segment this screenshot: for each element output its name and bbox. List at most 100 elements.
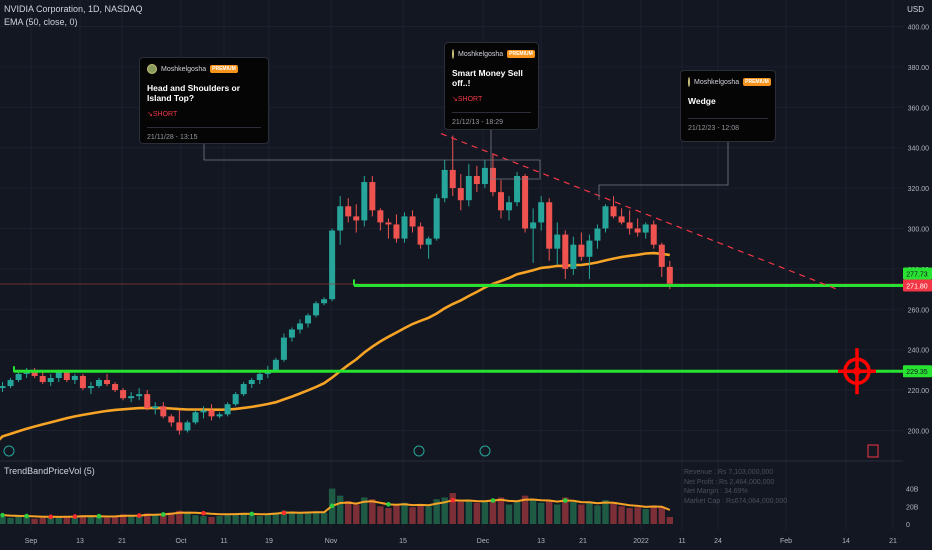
- candle-body: [296, 323, 303, 330]
- volume-bar: [449, 493, 456, 524]
- candle-body: [0, 386, 6, 389]
- volume-bar: [63, 516, 71, 524]
- volume-bar: [529, 499, 537, 524]
- volume-bar: [111, 516, 119, 524]
- candle-body: [95, 380, 102, 387]
- time-tick-label: 21: [118, 538, 126, 545]
- candle-body: [626, 222, 633, 229]
- candle-body: [39, 375, 46, 383]
- candle-body: [168, 416, 175, 423]
- premium-badge: PREMIUM: [743, 78, 771, 86]
- volume-up-marker: [249, 511, 255, 517]
- candle-body: [31, 369, 38, 376]
- volume-up-marker: [96, 513, 102, 519]
- volume-bar: [602, 500, 609, 524]
- candle-body: [385, 222, 392, 225]
- symbol-title: NVIDIA Corporation, 1D, NASDAQ: [4, 4, 143, 14]
- volume-bar: [336, 495, 344, 524]
- volume-up-marker: [386, 502, 391, 507]
- candle-body: [305, 315, 312, 324]
- idea-author: Moshkelgosha: [458, 50, 504, 58]
- candle-body: [329, 230, 336, 300]
- candle-body: [497, 192, 504, 211]
- candle-body: [337, 206, 344, 231]
- candle-body: [7, 380, 14, 387]
- target-center: [853, 367, 861, 376]
- volume-bar: [546, 500, 553, 524]
- premium-badge: PREMIUM: [210, 65, 238, 73]
- volume-bar: [320, 512, 328, 524]
- candle-body: [345, 206, 352, 217]
- candle-body: [481, 167, 488, 185]
- time-axis-bg: [0, 531, 932, 550]
- volume-bar: [55, 517, 62, 524]
- volume-bar: [176, 510, 183, 524]
- volume-bar: [288, 511, 296, 524]
- idea-card-2[interactable]: Moshkelgosha PREMIUM Smart Money Sell off…: [444, 42, 539, 130]
- volume-bar: [144, 513, 151, 524]
- idea-card-1[interactable]: Moshkelgosha PREMIUM Head and Shoulders o…: [139, 57, 269, 144]
- candle-body: [272, 359, 279, 370]
- volume-up-marker: [24, 513, 29, 519]
- idea-connector: [203, 144, 541, 178]
- candle-body: [393, 224, 400, 239]
- volume-bar: [15, 516, 22, 524]
- volume-bar: [95, 516, 103, 524]
- candle-body: [401, 216, 408, 239]
- time-tick-label: 11: [220, 538, 227, 545]
- price-tick-label: 200.00: [908, 429, 930, 436]
- volume-bar: [192, 515, 199, 524]
- candle-body: [313, 303, 320, 316]
- volume-down-marker: [136, 513, 142, 518]
- candle-body: [176, 422, 183, 431]
- candle-body: [144, 394, 151, 409]
- time-tick-label: 24: [714, 538, 722, 545]
- volume-up-marker: [329, 503, 335, 509]
- net-profit-stat: Net Profit : Rs 2,464,000,000: [684, 478, 775, 486]
- idea-card-3[interactable]: Moshkelgosha PREMIUM Wedge 21/12/23 - 12:…: [680, 70, 776, 142]
- volume-bar: [248, 515, 255, 524]
- volume-bar: [71, 516, 79, 524]
- candle-body: [530, 222, 537, 229]
- candle-body: [570, 244, 577, 269]
- candle-body: [506, 202, 513, 211]
- volume-bar: [216, 516, 223, 524]
- candle-body: [288, 329, 295, 338]
- volume-bar: [184, 513, 191, 524]
- price-tick-label: 220.00: [908, 388, 930, 395]
- candle-body: [79, 375, 86, 389]
- candle-body: [256, 373, 263, 380]
- candle-body: [112, 384, 119, 391]
- volume-bar: [554, 504, 561, 524]
- time-tick-label: Dec: [477, 538, 490, 545]
- price-tag-support-lower: 229.35: [906, 369, 928, 376]
- volume-bar: [626, 508, 633, 524]
- candle-body: [473, 175, 480, 185]
- candle-body: [47, 377, 54, 383]
- price-tick-label: 320.00: [908, 186, 930, 193]
- volume-tick-label: 20B: [906, 504, 919, 511]
- volume-bar: [409, 507, 416, 524]
- price-tag-support-upper: 271.80: [906, 283, 928, 290]
- volume-bar: [433, 499, 440, 524]
- volume-bar: [240, 513, 247, 524]
- ema-line: [0, 251, 670, 441]
- volume-bar: [160, 514, 167, 524]
- candle-body: [465, 175, 472, 201]
- candle-body: [128, 396, 135, 399]
- candle-body: [562, 234, 569, 269]
- time-tick-label: 11: [678, 538, 685, 545]
- fundamentals-overlay: Revenue : Rs 7,103,000,000 Net Profit : …: [684, 468, 787, 506]
- time-tick-label: Sep: [25, 538, 38, 545]
- volume-bar: [79, 515, 87, 524]
- volume-bar: [312, 511, 320, 524]
- candle-body: [441, 169, 448, 199]
- candle-body: [248, 380, 255, 385]
- candle-body: [650, 224, 657, 245]
- volume-bar: [666, 516, 674, 524]
- volume-bar: [634, 507, 641, 524]
- volume-tick-label: 0: [906, 522, 910, 529]
- volume-bar: [23, 516, 30, 524]
- volume-bar: [208, 516, 215, 524]
- descending-trendline: [440, 133, 839, 291]
